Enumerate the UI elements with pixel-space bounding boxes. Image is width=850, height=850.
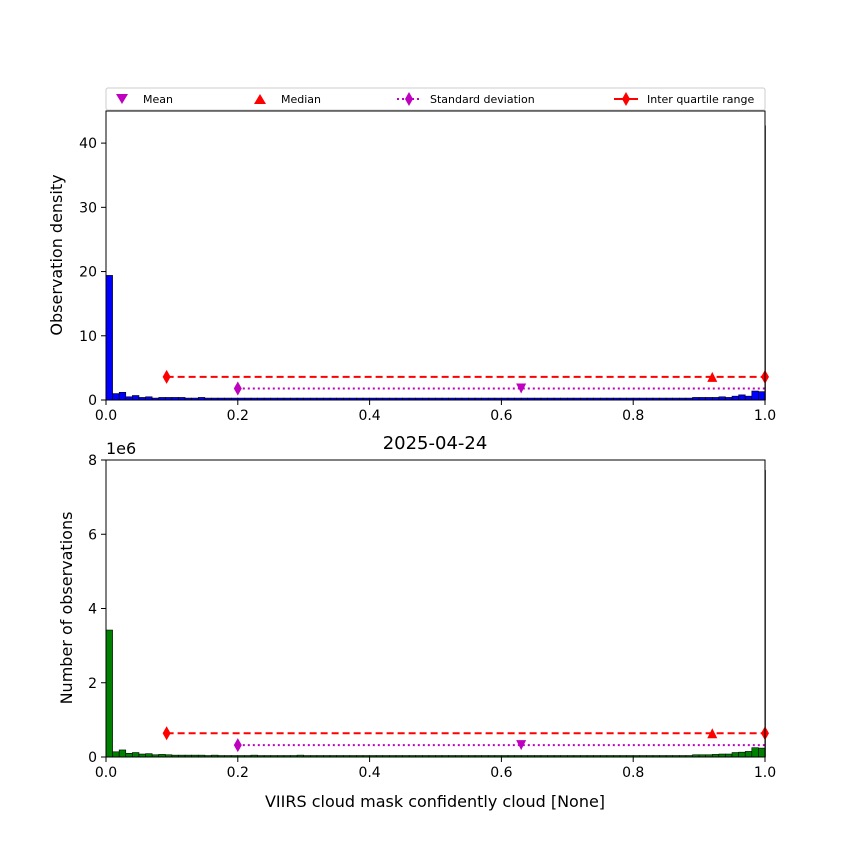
bottom-bar [744,751,753,758]
bottom-bar [112,751,120,758]
bottom-bar [105,629,113,758]
bottom-median-marker [707,728,718,739]
bottom-y-tick-label: 4 [88,602,97,618]
top-y-tick-label: 10 [79,329,97,345]
top-y-axis-label: Observation density [47,174,66,335]
bottom-bar [731,752,739,758]
top-x-tick-label: 0.8 [622,408,644,424]
top-mean-marker [516,383,527,394]
bottom-x-ticks: 0.0 0.2 0.4 0.6 0.8 1.0 [95,757,776,781]
bottom-bar [125,752,133,758]
top-x-tick-label: 1.0 [754,408,776,424]
legend-mean-marker [116,94,128,104]
top-bars [105,125,766,401]
top-bar [132,395,140,401]
legend-std-label: Standard deviation [430,93,535,106]
legend-mean-label: Mean [143,93,173,106]
bottom-bar [132,752,140,758]
bottom-x-tick-label: 0.4 [358,765,380,781]
legend-box [105,87,766,111]
bottom-y-tick-label: 2 [88,676,97,692]
top-plot-frame [105,110,766,401]
bottom-y-tick-label: 0 [88,750,97,766]
bottom-y-axis-label: Number of observations [57,512,76,705]
bottom-chart-title: 2025-04-24 [383,433,488,454]
top-bar [118,391,127,401]
legend-median-marker [254,94,266,104]
top-x-ticks: 0.0 0.2 0.4 0.6 0.8 1.0 [95,400,776,424]
legend-std-marker [405,92,413,106]
bottom-x-tick-label: 0.0 [95,765,117,781]
top-y-tick-label: 0 [88,393,97,409]
top-y-tick-label: 30 [79,200,97,216]
bottom-mean-marker [516,740,527,751]
bottom-bar [751,747,759,758]
top-bar [112,393,120,401]
bottom-x-tick-label: 0.2 [227,765,249,781]
top-histogram: 0.0 0.2 0.4 0.6 0.8 1.0 0 10 20 30 40 Observation… [47,110,776,424]
top-y-tick-label: 40 [79,136,97,152]
bottom-plot-frame [105,459,766,758]
top-bar [744,395,753,401]
bottom-x-tick-label: 0.6 [490,765,512,781]
top-median-marker [707,371,718,382]
bottom-x-tick-label: 1.0 [754,765,776,781]
bottom-bar [118,749,127,758]
bottom-iqr-start-marker [162,726,171,741]
top-x-tick-label: 0.0 [95,408,117,424]
top-x-tick-label: 0.6 [490,408,512,424]
top-std-start-marker [233,381,242,396]
top-y-ticks: 0 10 20 30 40 [79,136,106,409]
bottom-y-tick-label: 8 [88,453,97,469]
bottom-bar [738,751,746,758]
top-stat-lines [162,369,769,396]
bottom-bars [105,470,766,758]
bottom-y-tick-label: 6 [88,527,97,543]
top-iqr-start-marker [162,369,171,384]
legend-iqr-label: Inter quartile range [647,93,754,106]
legend-iqr-marker [622,92,630,106]
top-x-tick-label: 0.4 [358,408,380,424]
bottom-std-start-marker [233,738,242,753]
top-y-tick-label: 20 [79,265,97,281]
top-x-tick-label: 0.2 [227,408,249,424]
bottom-x-axis-label: VIIRS cloud mask confidently cloud [None… [265,792,605,811]
top-bar [758,391,766,401]
top-bar [738,394,746,401]
legend: Mean Median Standard deviation Inter qua… [105,87,766,111]
bottom-stat-lines [162,726,769,753]
bottom-x-tick-label: 0.8 [622,765,644,781]
legend-median-label: Median [281,93,321,106]
top-bar [751,390,759,401]
top-bar [105,275,113,401]
bottom-bar [758,747,766,758]
bottom-y-ticks: 0 2 4 6 8 [88,453,106,766]
bottom-bar [145,753,153,758]
top-bar [731,395,739,401]
bottom-y-offset-label: 1e6 [106,439,136,458]
